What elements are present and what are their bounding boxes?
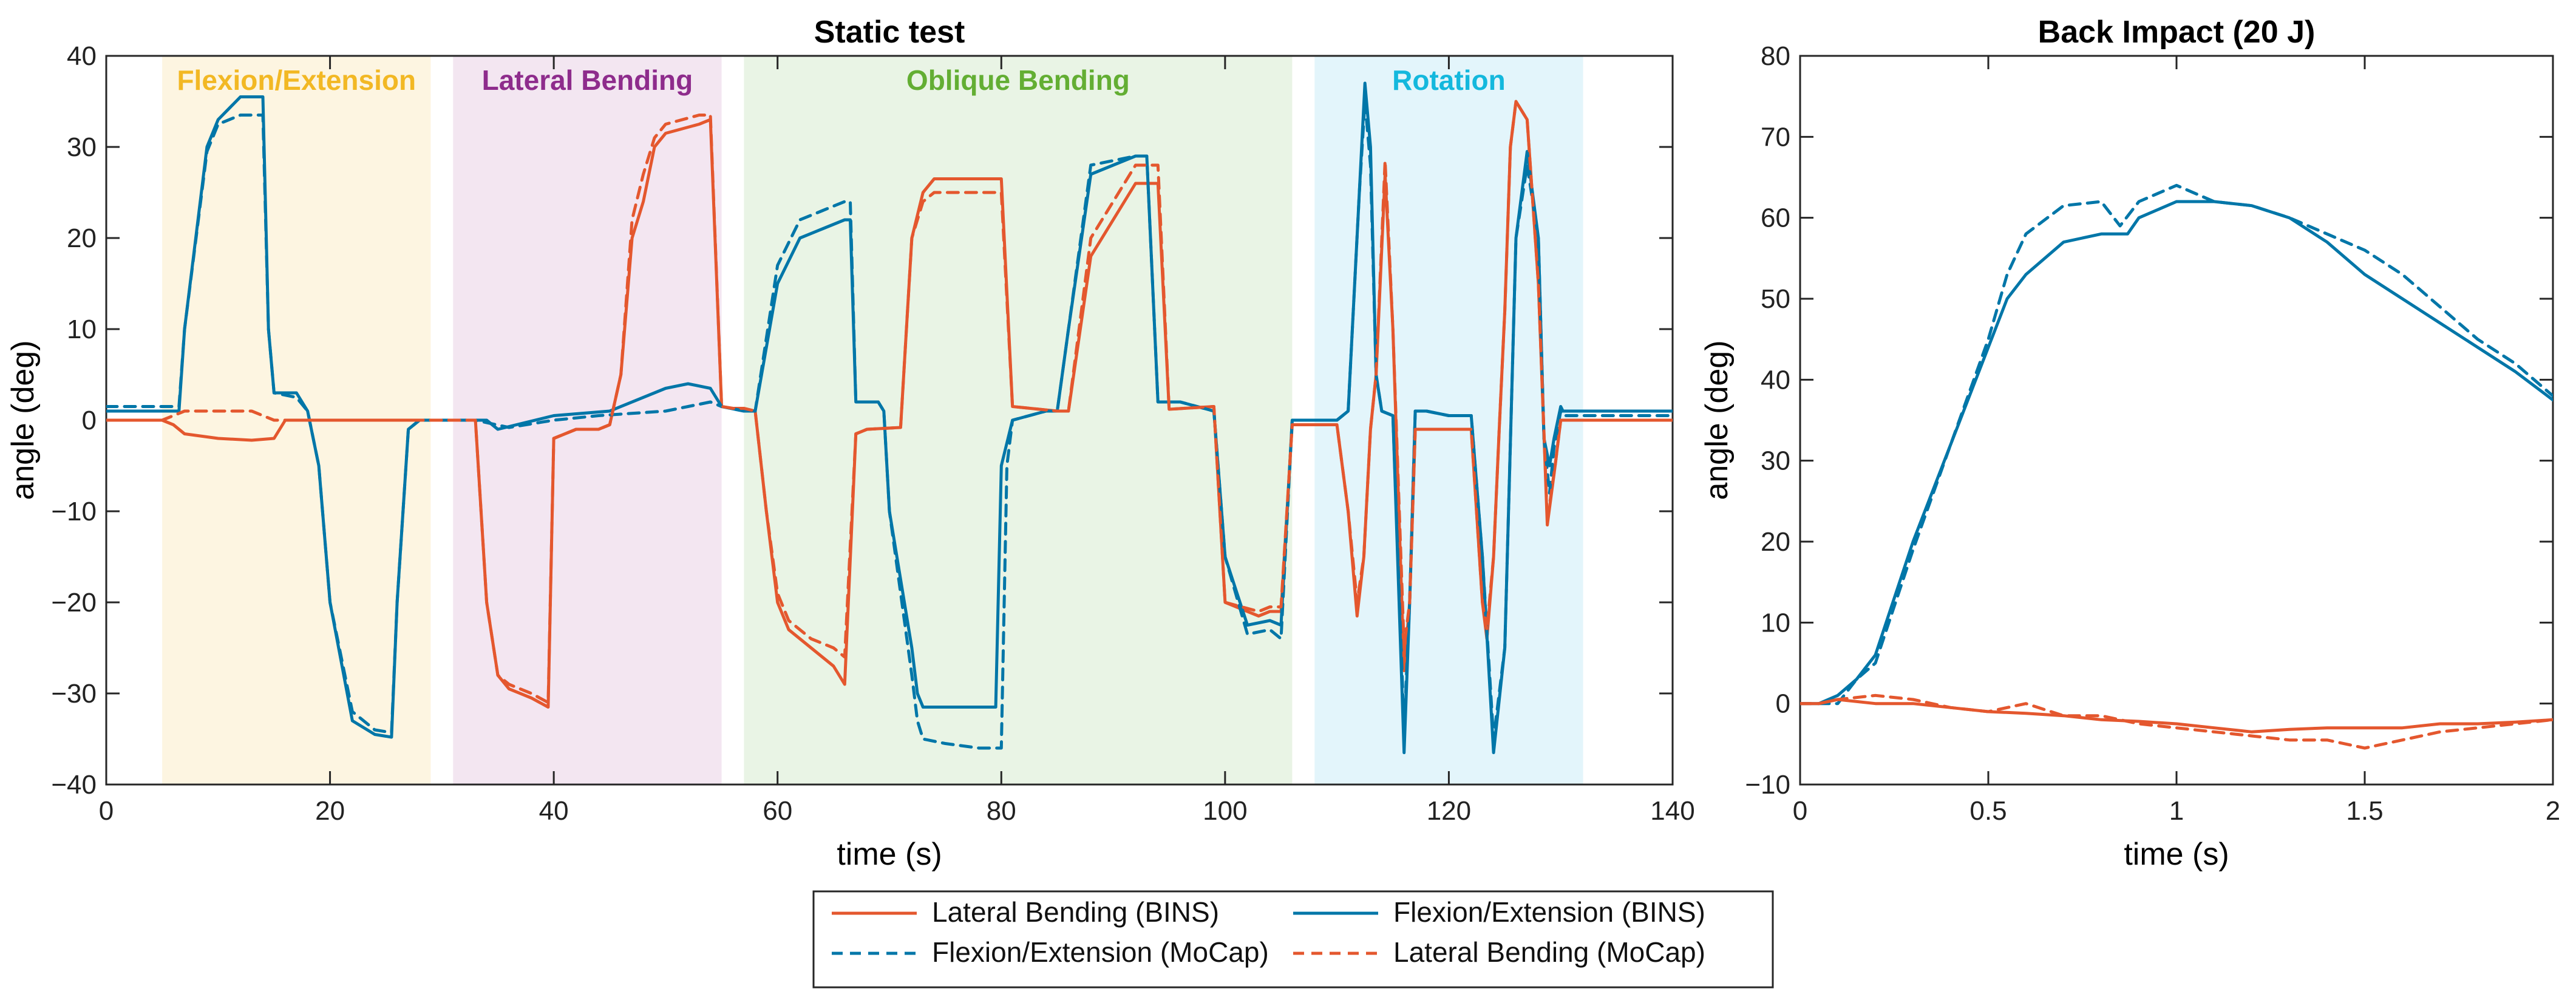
x-tick-label: 100 — [1203, 796, 1247, 826]
x-tick-label: 80 — [987, 796, 1016, 826]
x-axis-label: time (s) — [837, 837, 942, 872]
legend-label-flexion-extension-bins: Flexion/Extension (BINS) — [1393, 896, 1705, 928]
x-tick-label: 0.5 — [1969, 796, 2007, 826]
x-tick-label: 2 — [2546, 796, 2560, 826]
x-tick-label: 140 — [1650, 796, 1694, 826]
legend-label-flexion-extension-mocap: Flexion/Extension (MoCap) — [932, 936, 1269, 968]
legend-box — [812, 890, 1774, 989]
region-lateral-bending — [453, 56, 722, 785]
x-tick-label: 1.5 — [2346, 796, 2383, 826]
y-tick-label: −10 — [1745, 770, 1790, 800]
x-tick-label: 1 — [2169, 796, 2184, 826]
x-tick-label: 120 — [1427, 796, 1471, 826]
plot-area — [1799, 55, 2554, 786]
region-label-lateral-bending: Lateral Bending — [482, 64, 693, 96]
x-tick-label: 0 — [99, 796, 114, 826]
y-tick-label: 70 — [1761, 122, 1790, 152]
y-tick-label: 10 — [1761, 608, 1790, 638]
legend-label-lateral-bending-bins: Lateral Bending (BINS) — [932, 896, 1219, 928]
x-axis-label: time (s) — [2124, 837, 2229, 872]
region-label-oblique-bending: Oblique Bending — [906, 64, 1130, 96]
chart-title: Back Impact (20 J) — [2038, 15, 2316, 50]
series-line-lateral-bending-mocap — [106, 100, 1673, 704]
y-tick-label: −10 — [51, 497, 97, 526]
series-group — [106, 81, 1673, 754]
series-line-flexion-extension-bins — [1800, 200, 2553, 706]
x-tick-label: 20 — [315, 796, 345, 826]
legend: Lateral Bending (BINS) Flexion/Extension … — [812, 890, 1774, 989]
y-tick-label: 30 — [1761, 446, 1790, 476]
series-line-flexion-extension-bins — [106, 81, 1673, 754]
y-axis-label: angle (deg) — [5, 340, 41, 500]
x-tick-label: 60 — [763, 796, 792, 826]
y-tick-label: 40 — [1761, 365, 1790, 395]
y-tick-label: 20 — [1761, 527, 1790, 557]
static-test-chart: 0 20 40 60 80 100 120 140 −40 −30 −20 −10 0 10 20 30 40 F… — [5, 15, 1695, 872]
y-tick-label: 0 — [1776, 689, 1790, 719]
legend-label-lateral-bending-mocap: Lateral Bending (MoCap) — [1393, 936, 1705, 968]
y-tick-label: −20 — [51, 588, 97, 618]
series-line-flexion-extension-mocap — [1800, 183, 2553, 706]
y-tick-label: 60 — [1761, 203, 1790, 233]
series-line-lateral-bending-mocap — [1800, 693, 2553, 750]
region-label-flexion-extension: Flexion/Extension — [177, 64, 416, 96]
y-tick-label: 80 — [1761, 41, 1790, 71]
series-line-flexion-extension-mocap — [106, 100, 1673, 750]
series-line-lateral-bending-bins — [1800, 698, 2553, 734]
y-tick-label: 40 — [67, 41, 97, 71]
y-tick-label: 20 — [67, 223, 97, 253]
y-tick-label: 10 — [67, 315, 97, 344]
y-tick-label: 30 — [67, 132, 97, 162]
chart-title: Static test — [814, 15, 965, 50]
y-tick-label: −30 — [51, 679, 97, 709]
y-tick-label: 50 — [1761, 284, 1790, 314]
region-label-rotation: Rotation — [1392, 64, 1506, 96]
y-tick-label: 0 — [82, 406, 97, 435]
x-tick-label: 40 — [539, 796, 569, 826]
y-tick-label: −40 — [51, 770, 97, 800]
x-tick-label: 0 — [1793, 796, 1807, 826]
series-group — [1800, 183, 2553, 750]
y-axis-label: angle (deg) — [1699, 340, 1735, 500]
